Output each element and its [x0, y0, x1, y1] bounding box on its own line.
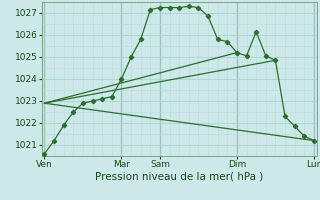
X-axis label: Pression niveau de la mer( hPa ): Pression niveau de la mer( hPa ): [95, 172, 263, 182]
